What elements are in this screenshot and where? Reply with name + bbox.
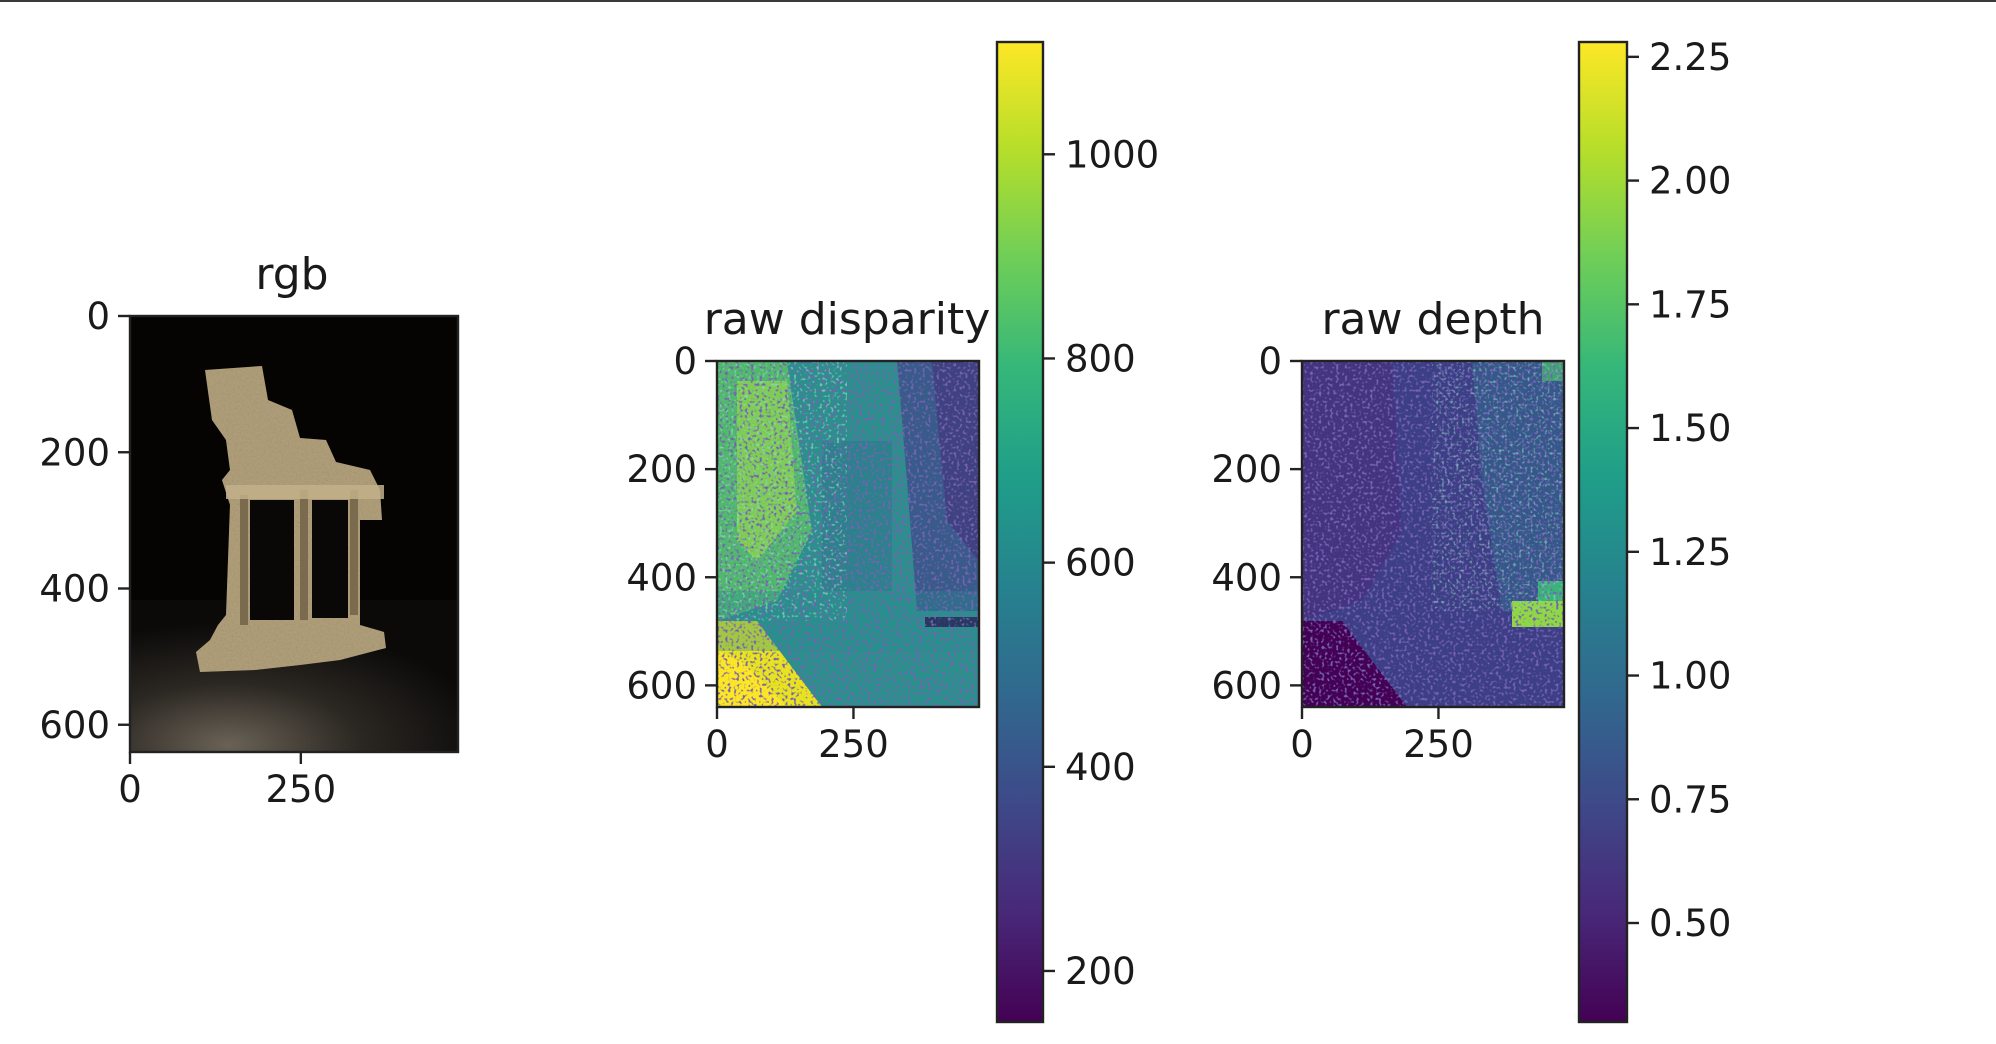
disparity-xtick-label: 0	[705, 723, 729, 766]
disparity-colorbar-ticks: 200 400 600 800 1000	[1043, 133, 1159, 993]
rgb-ytick-label: 400	[39, 568, 110, 611]
disparity-panel: raw disparity 0 250 0 200 400 600 200 400 600 80…	[626, 40, 1159, 1024]
disparity-cbar-tick-label: 400	[1065, 746, 1136, 789]
disparity-ytick-label: 600	[626, 664, 697, 707]
disparity-colorbar	[997, 42, 1043, 1022]
disparity-ytick-label: 400	[626, 556, 697, 599]
depth-image	[1302, 361, 1564, 707]
disparity-colorbar-frame	[995, 40, 1045, 1024]
rgb-panel: rgb 0 250 0 200 400 600	[39, 249, 460, 811]
disparity-axes-frame	[715, 359, 981, 709]
rgb-ytick-label: 200	[39, 431, 110, 474]
depth-title: raw depth	[1321, 294, 1544, 345]
window-top-border	[0, 0, 1996, 2]
disparity-xtick-label: 250	[818, 723, 889, 766]
disparity-title: raw disparity	[704, 294, 991, 345]
rgb-axes-frame	[128, 314, 460, 754]
depth-cbar-tick-label: 1.25	[1649, 531, 1731, 574]
depth-ytick-label: 600	[1211, 664, 1282, 707]
disparity-ticks: 0 250 0 200 400 600	[626, 340, 888, 766]
depth-cbar-tick-label: 1.75	[1649, 283, 1731, 326]
disparity-image	[717, 361, 979, 707]
rgb-xtick-label: 0	[118, 768, 142, 811]
rgb-image	[130, 316, 458, 752]
depth-cbar-tick-label: 0.75	[1649, 778, 1731, 821]
rgb-ytick-label: 0	[86, 295, 110, 338]
disparity-ytick-label: 0	[673, 340, 697, 383]
disparity-cbar-tick-label: 1000	[1065, 133, 1159, 176]
rgb-title: rgb	[255, 249, 328, 300]
depth-cbar-tick-label: 1.50	[1649, 407, 1731, 450]
disparity-cbar-tick-label: 200	[1065, 950, 1136, 993]
depth-ytick-label: 400	[1211, 556, 1282, 599]
depth-colorbar-ticks: 0.50 0.75 1.00 1.25 1.50 1.75 2.00 2.25	[1627, 36, 1731, 945]
depth-ticks: 0 250 0 200 400 600	[1211, 340, 1473, 766]
depth-ytick-label: 0	[1258, 340, 1282, 383]
depth-cbar-tick-label: 2.25	[1649, 36, 1731, 79]
depth-cbar-tick-label: 1.00	[1649, 655, 1731, 698]
depth-panel: raw depth 0 250 0 200 400 600 0.50 0.75 1.00 1.2…	[1211, 36, 1731, 1024]
depth-axes-frame	[1300, 359, 1566, 709]
rgb-ticks: 0 250 0 200 400 600	[39, 295, 336, 811]
depth-ytick-label: 200	[1211, 448, 1282, 491]
depth-xtick-label: 0	[1290, 723, 1314, 766]
disparity-cbar-tick-label: 600	[1065, 542, 1136, 585]
disparity-ytick-label: 200	[626, 448, 697, 491]
depth-xtick-label: 250	[1403, 723, 1474, 766]
depth-colorbar-frame	[1577, 40, 1629, 1024]
rgb-ytick-label: 600	[39, 704, 110, 747]
rgb-xtick-label: 250	[266, 768, 337, 811]
depth-cbar-tick-label: 2.00	[1649, 160, 1731, 203]
depth-cbar-tick-label: 0.50	[1649, 902, 1731, 945]
depth-colorbar	[1579, 42, 1627, 1022]
disparity-cbar-tick-label: 800	[1065, 337, 1136, 380]
